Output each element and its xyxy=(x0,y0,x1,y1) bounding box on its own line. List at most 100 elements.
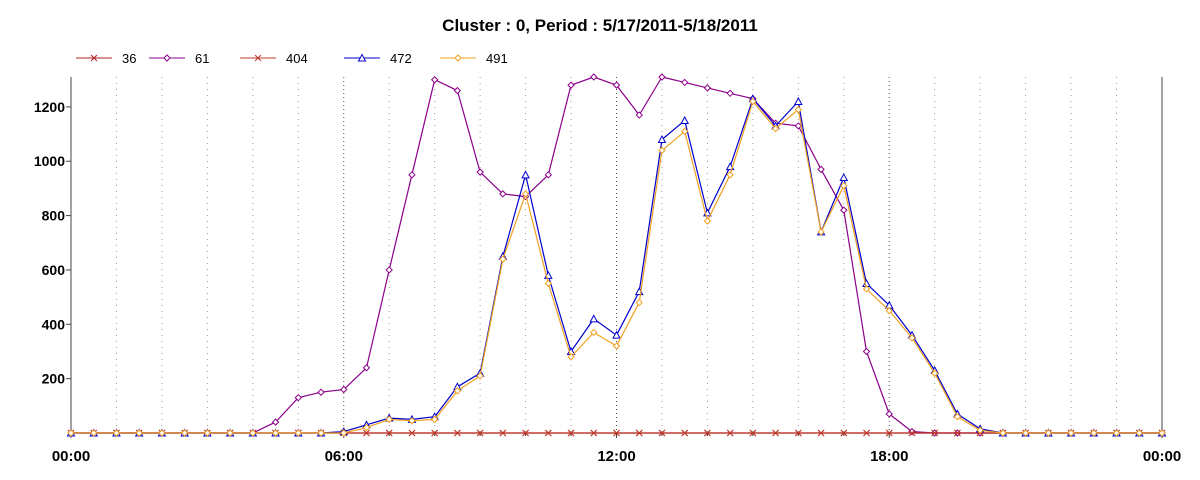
data-point xyxy=(658,146,666,155)
data-point xyxy=(908,429,916,437)
legend-label: 36 xyxy=(122,51,136,66)
legend-marker xyxy=(254,54,262,62)
data-point xyxy=(476,168,484,176)
y-tick-label: 200 xyxy=(42,371,66,387)
data-point xyxy=(703,84,712,92)
marker-stroke xyxy=(590,429,598,437)
data-point xyxy=(953,412,962,421)
series-line-491 xyxy=(71,100,1162,434)
data-point xyxy=(680,115,690,124)
data-point xyxy=(590,73,598,81)
data-point xyxy=(658,73,666,81)
data-point xyxy=(454,429,461,437)
data-point xyxy=(249,429,257,437)
data-point xyxy=(453,86,462,95)
legend-label: 404 xyxy=(286,51,308,66)
data-point xyxy=(771,124,780,133)
legend-marker xyxy=(163,54,171,62)
legend-item-472: 472 xyxy=(344,51,412,66)
legend-marker xyxy=(357,53,367,62)
legend-label: 61 xyxy=(195,51,209,66)
data-point xyxy=(999,429,1007,437)
marker-stroke xyxy=(908,429,916,437)
data-point xyxy=(317,388,325,396)
x-axis-ticks: 00:00 06:00 12:00 18:00 00:00 xyxy=(52,433,1181,465)
marker-stroke xyxy=(499,429,507,437)
data-point xyxy=(590,328,598,337)
data-point xyxy=(839,172,849,182)
data-point xyxy=(1090,429,1098,437)
y-tick-label: 1000 xyxy=(34,153,65,169)
data-point xyxy=(680,127,689,136)
legend-item-491: 491 xyxy=(440,51,508,66)
data-point xyxy=(521,170,530,179)
marker-stroke xyxy=(363,429,370,437)
data-point xyxy=(908,334,916,342)
data-point xyxy=(749,97,757,106)
marker-stroke xyxy=(408,429,416,437)
data-point xyxy=(726,429,734,437)
data-point xyxy=(840,181,848,190)
marker-stroke xyxy=(635,429,643,437)
data-point xyxy=(180,429,189,437)
data-point xyxy=(158,429,166,437)
marker-stroke xyxy=(749,429,757,437)
data-point xyxy=(544,171,553,179)
series-491 xyxy=(67,97,1166,437)
data-point xyxy=(90,429,98,437)
y-tick-label: 600 xyxy=(42,262,66,278)
marker-stroke xyxy=(476,429,484,437)
data-point xyxy=(794,122,803,130)
data-point xyxy=(1112,429,1121,437)
data-point xyxy=(363,429,370,437)
data-point xyxy=(408,417,416,425)
data-point xyxy=(590,429,598,437)
data-point xyxy=(476,429,484,437)
data-point xyxy=(271,418,280,426)
marker-stroke xyxy=(385,429,393,437)
data-point xyxy=(793,96,803,105)
data-point xyxy=(567,353,575,361)
marker-stroke xyxy=(431,429,439,437)
data-point xyxy=(385,266,393,274)
data-point xyxy=(726,89,734,98)
legend-label: 472 xyxy=(390,51,412,66)
y-tick-label: 800 xyxy=(42,208,66,224)
y-axis-ticks: 200 400 600 800 1000 1200 xyxy=(34,99,71,387)
x-tick-label: 06:00 xyxy=(325,448,363,465)
data-point xyxy=(499,429,507,437)
data-point xyxy=(954,429,961,437)
legend: 36 61 404 472 491 xyxy=(76,51,508,66)
data-point xyxy=(862,347,871,356)
data-point xyxy=(1067,429,1075,437)
marker-stroke xyxy=(658,429,666,437)
marker-stroke xyxy=(454,429,461,437)
marker-stroke xyxy=(522,429,529,437)
data-point xyxy=(635,111,643,119)
data-point xyxy=(635,298,643,307)
data-point xyxy=(794,429,802,437)
data-point xyxy=(613,429,620,437)
x-tick-label: 00:00 xyxy=(1143,448,1181,465)
data-point xyxy=(226,429,234,437)
data-point xyxy=(931,429,939,437)
data-point xyxy=(1044,429,1053,437)
data-point xyxy=(612,81,621,89)
legend-item-36: 36 xyxy=(76,51,136,66)
marker-stroke xyxy=(772,429,779,437)
data-point xyxy=(567,429,575,437)
data-point xyxy=(567,81,575,89)
data-point xyxy=(385,429,393,437)
marker-stroke xyxy=(794,429,802,437)
marker-stroke xyxy=(863,429,870,437)
data-point xyxy=(635,429,643,437)
series-line-61 xyxy=(71,76,1162,434)
data-point xyxy=(135,429,143,437)
data-point xyxy=(544,279,553,288)
legend-marker xyxy=(90,54,98,62)
data-point xyxy=(294,429,302,437)
marker-stroke xyxy=(885,429,893,437)
data-point xyxy=(476,372,484,380)
data-point xyxy=(499,190,507,198)
